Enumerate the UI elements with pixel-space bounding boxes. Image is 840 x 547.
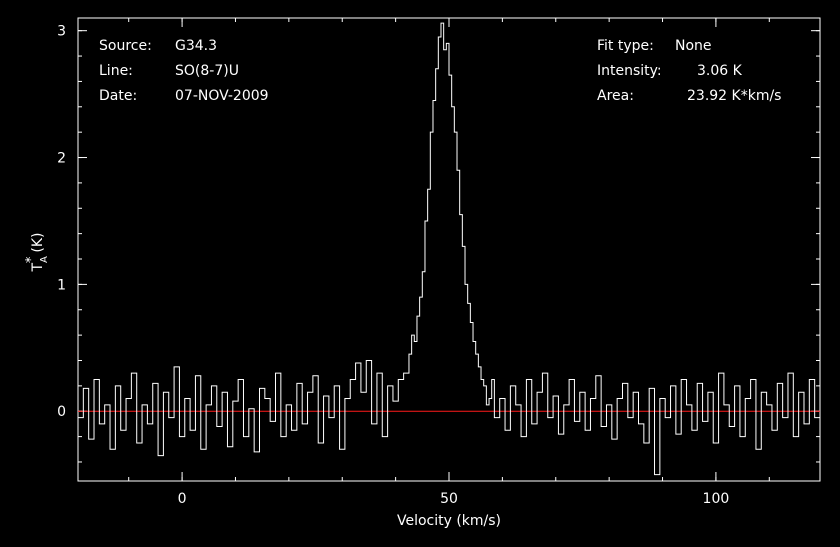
area-value: 23.92 K*km/s bbox=[687, 88, 781, 104]
area-label: Area: bbox=[597, 88, 634, 104]
x-tick-label: 100 bbox=[703, 491, 730, 507]
date-label: Date: bbox=[99, 88, 137, 104]
fit-type-value: None bbox=[675, 38, 712, 54]
intensity-label: Intensity: bbox=[597, 63, 662, 79]
y-tick-label: 2 bbox=[57, 151, 66, 167]
source-label: Source: bbox=[99, 38, 152, 54]
y-axis-title-base: T bbox=[30, 263, 46, 273]
fit-type-label: Fit type: bbox=[597, 38, 654, 54]
spectrum-line bbox=[78, 22, 821, 476]
y-tick-label: 0 bbox=[57, 404, 66, 420]
line-value: SO(8-7)U bbox=[175, 63, 239, 79]
x-tick-label: 50 bbox=[440, 491, 458, 507]
line-label: Line: bbox=[99, 63, 133, 79]
y-axis-title: TA* (K) bbox=[24, 232, 50, 272]
x-axis-title: Velocity (km/s) bbox=[397, 513, 501, 529]
axis-tick-labels: 0 50 100 0 1 2 3 bbox=[57, 24, 729, 507]
y-axis-title-unit: (K) bbox=[30, 232, 46, 252]
y-axis-title-sub: A bbox=[39, 256, 50, 263]
y-tick-label: 1 bbox=[57, 277, 66, 293]
source-value: G34.3 bbox=[175, 38, 217, 54]
y-tick-label: 3 bbox=[57, 24, 66, 40]
y-axis-title-sup: * bbox=[24, 256, 39, 263]
date-value: 07-NOV-2009 bbox=[175, 88, 269, 104]
intensity-value: 3.06 K bbox=[697, 63, 743, 79]
x-tick-label: 0 bbox=[178, 491, 187, 507]
